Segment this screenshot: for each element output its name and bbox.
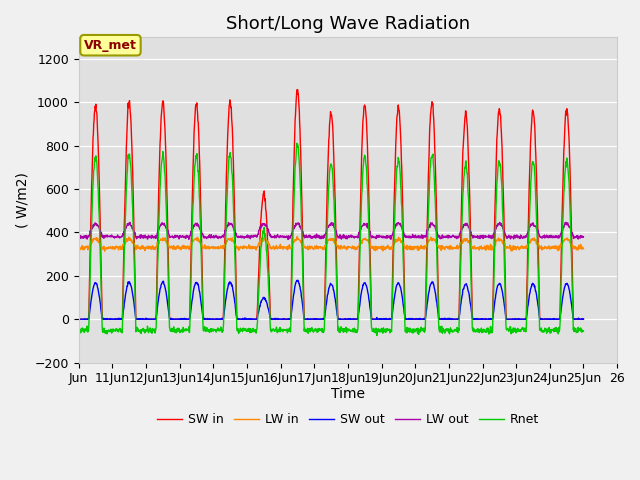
SW out <box>175 316 183 322</box>
SW out <box>244 316 252 322</box>
Y-axis label: ( W/m2): ( W/m2) <box>15 172 29 228</box>
LW out <box>520 234 528 240</box>
LW out <box>476 233 483 239</box>
Text: VR_met: VR_met <box>84 39 137 52</box>
SW out <box>410 316 417 322</box>
LW out <box>175 236 183 242</box>
Rnet <box>293 140 301 146</box>
LW in <box>188 240 195 246</box>
SW in <box>175 316 182 322</box>
Rnet <box>187 282 195 288</box>
Rnet <box>580 328 588 334</box>
LW out <box>244 233 252 239</box>
LW in <box>293 233 301 239</box>
Rnet <box>520 328 528 334</box>
SW out <box>476 316 483 322</box>
SW in <box>244 316 252 322</box>
SW in <box>187 258 195 264</box>
LW out <box>284 237 292 242</box>
Rnet <box>75 328 83 334</box>
Rnet <box>244 328 252 334</box>
Title: Short/Long Wave Radiation: Short/Long Wave Radiation <box>226 15 470 33</box>
LW in <box>580 246 588 252</box>
SW in <box>410 316 417 322</box>
LW in <box>175 245 183 251</box>
Line: Rnet: Rnet <box>79 143 584 336</box>
Legend: SW in, LW in, SW out, LW out, Rnet: SW in, LW in, SW out, LW out, Rnet <box>152 408 544 431</box>
SW in <box>476 316 483 322</box>
LW in <box>244 245 252 251</box>
LW out <box>126 219 134 225</box>
LW out <box>580 234 588 240</box>
LW in <box>75 245 83 251</box>
LW in <box>520 245 528 251</box>
SW in <box>520 316 527 322</box>
SW out <box>294 277 301 283</box>
SW out <box>188 303 195 309</box>
SW out <box>520 316 528 322</box>
Line: SW in: SW in <box>79 90 584 319</box>
SW in <box>294 87 301 93</box>
LW in <box>476 244 483 250</box>
Line: SW out: SW out <box>79 280 584 319</box>
Rnet <box>476 327 483 333</box>
Line: LW in: LW in <box>79 236 584 251</box>
LW out <box>410 233 417 239</box>
Line: LW out: LW out <box>79 222 584 240</box>
SW out <box>580 316 588 322</box>
LW out <box>75 233 83 239</box>
Rnet <box>175 328 182 334</box>
SW in <box>580 316 588 322</box>
Rnet <box>373 333 381 338</box>
SW out <box>77 316 84 322</box>
SW out <box>75 316 83 322</box>
LW in <box>100 248 108 254</box>
SW in <box>75 316 83 322</box>
LW in <box>410 247 417 252</box>
Rnet <box>410 330 417 336</box>
X-axis label: Time: Time <box>331 387 365 401</box>
LW out <box>188 229 195 235</box>
